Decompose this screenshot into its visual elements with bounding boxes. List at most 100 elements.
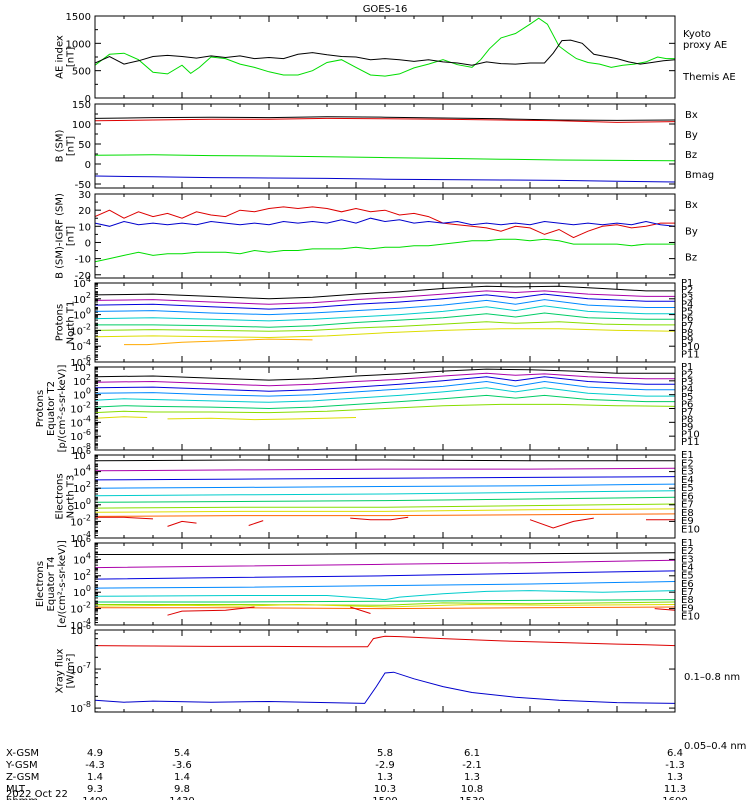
- series-line-e2: [95, 467, 675, 472]
- legend-label: E6: [681, 491, 694, 502]
- series-line-p2: [95, 372, 675, 387]
- y-tick-label: 0: [85, 160, 91, 171]
- y-axis-label: [e/(cm²-s-sr-keV)]: [57, 540, 68, 628]
- chart-title: GOES-16: [363, 4, 408, 15]
- y-axis-label: Protons: [35, 390, 46, 427]
- series-line-p5: [95, 305, 675, 322]
- tick-base: 10: [70, 626, 83, 637]
- tick-base: 10: [70, 534, 83, 545]
- series-line-e8: [95, 603, 675, 608]
- legend-label: 0.1–0.8 nm: [684, 672, 740, 683]
- legend-label: Bx: [685, 200, 698, 211]
- x-axis-row-label: X-GSM: [6, 748, 39, 759]
- y-tick-label: 10-2: [70, 513, 91, 528]
- tick-base: 10: [73, 588, 86, 599]
- tick-exponent: 6: [86, 447, 91, 456]
- legend-label: P2: [681, 370, 693, 381]
- y-tick-label: 50: [78, 140, 91, 151]
- tick-base: 10: [73, 572, 86, 583]
- x-axis-row-label: Y-GSM: [5, 760, 38, 771]
- y-axis-label: [W/m²]: [66, 653, 77, 688]
- tick-base: 10: [70, 621, 83, 632]
- y-tick-label: 104: [73, 275, 91, 290]
- tick-exponent: 6: [86, 535, 91, 544]
- x-axis-value: 1600: [662, 796, 687, 800]
- panel-bigrf: -20 -10 0 10 20 30 B (SM)-IGRF (SM) [nT] Bx By Bz: [55, 190, 698, 282]
- tick-exponent: 0: [86, 387, 91, 396]
- series-line-e6: [95, 599, 675, 603]
- y-tick-label: 104: [73, 359, 91, 374]
- legend-label: P6: [681, 314, 693, 325]
- legend-label: P2: [681, 285, 693, 296]
- tick-base: 10: [70, 358, 83, 369]
- series-line-e10e: [529, 517, 594, 529]
- legend-label: E5: [681, 483, 694, 494]
- tick-base: 10: [73, 391, 86, 402]
- series-line-e10d: [350, 516, 409, 521]
- y-tick-label: 104: [73, 551, 91, 566]
- y-axis-label: [nT]: [66, 226, 77, 246]
- y-tick-label: 10-4: [70, 530, 91, 545]
- y-tick-label: 30: [78, 190, 91, 201]
- x-axis-value: 1500: [372, 796, 397, 800]
- series-line-0-05-0-4-nm: [95, 671, 675, 704]
- y-axis-label: Electrons: [35, 561, 46, 607]
- series-line-0-1-0-8-nm: [95, 635, 675, 648]
- legend-label: P5: [681, 307, 693, 318]
- panel-frame: [94, 193, 676, 279]
- y-tick-label: 100: [73, 307, 91, 322]
- legend-label: E9: [681, 516, 694, 527]
- legend-label: E8: [681, 508, 694, 519]
- legend-label: E2: [681, 546, 694, 557]
- legend-label: E4: [681, 562, 694, 573]
- tick-exponent: 2: [86, 291, 91, 300]
- y-tick-label: 0: [85, 238, 91, 249]
- series-line-themis-ae: [95, 39, 675, 66]
- legend-label: Kyoto: [683, 29, 711, 40]
- y-tick-label: 10-6: [70, 428, 91, 443]
- y-tick-label: 102: [73, 480, 91, 495]
- tick-exponent: -4: [83, 338, 91, 347]
- x-axis-value: 1400: [82, 796, 107, 800]
- y-tick-label: 150: [72, 100, 91, 111]
- series-line-p6: [95, 394, 675, 410]
- y-axis-label: B (SM): [55, 129, 66, 162]
- tick-base: 10: [73, 468, 86, 479]
- x-axis-row-label: Z-GSM: [6, 772, 39, 783]
- y-tick-label: 102: [73, 291, 91, 306]
- tick-exponent: -8: [83, 442, 91, 451]
- x-axis-value: 1.4: [87, 772, 103, 783]
- y-tick-label: 1500: [66, 12, 91, 23]
- x-axis-value: 6.4: [667, 748, 683, 759]
- legend-label: P8: [681, 415, 693, 426]
- series-line-e4: [95, 581, 675, 589]
- series-line-e7: [95, 503, 675, 509]
- x-axis-value: 1530: [459, 796, 484, 800]
- legend-label: P5: [681, 392, 693, 403]
- tick-base: 10: [73, 279, 86, 290]
- series-line-bz: [95, 206, 675, 239]
- series-line-p7: [95, 403, 675, 414]
- tick-exponent: -2: [83, 513, 91, 522]
- y-tick-label: 102: [73, 568, 91, 583]
- tick-exponent: 4: [86, 464, 91, 473]
- y-tick-label: 10-2: [70, 601, 91, 616]
- tick-base: 10: [70, 517, 83, 528]
- y-tick-label: 104: [73, 464, 91, 479]
- y-tick-label: 10-6: [70, 622, 91, 637]
- series-line-p3: [95, 376, 675, 392]
- tick-base: 10: [70, 405, 83, 416]
- legend-label: E4: [681, 475, 694, 486]
- series-line-e10c: [654, 608, 675, 611]
- tick-base: 10: [70, 432, 83, 443]
- x-axis-value: -2.1: [462, 760, 482, 771]
- series-line-e3: [95, 476, 675, 481]
- y-tick-label: 10-4: [70, 617, 91, 632]
- tick-exponent: -4: [83, 414, 91, 423]
- y-tick-label: 106: [73, 535, 91, 550]
- x-axis-value: 1.3: [464, 772, 480, 783]
- tick-exponent: 0: [86, 307, 91, 316]
- y-axis-label: North T3: [66, 475, 77, 519]
